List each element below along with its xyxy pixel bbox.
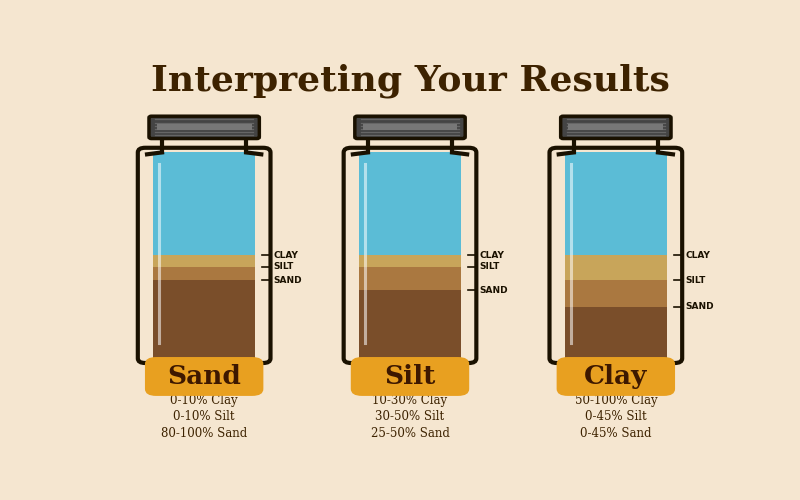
Bar xyxy=(368,135,452,152)
Bar xyxy=(153,146,255,152)
Bar xyxy=(362,124,458,130)
Bar xyxy=(153,256,255,266)
Text: SAND: SAND xyxy=(686,302,714,312)
Bar xyxy=(565,146,667,152)
Bar xyxy=(358,152,462,256)
Bar xyxy=(565,280,667,307)
Text: 0-10% Clay: 0-10% Clay xyxy=(170,394,238,407)
Text: SILT: SILT xyxy=(274,262,294,271)
Bar xyxy=(358,146,462,152)
Text: SAND: SAND xyxy=(274,276,302,284)
Text: 0-45% Sand: 0-45% Sand xyxy=(580,426,651,440)
Text: 80-100% Sand: 80-100% Sand xyxy=(161,426,247,440)
Text: CLAY: CLAY xyxy=(274,251,298,260)
FancyBboxPatch shape xyxy=(149,116,259,138)
Bar xyxy=(153,266,255,280)
FancyBboxPatch shape xyxy=(557,357,675,396)
FancyBboxPatch shape xyxy=(561,116,671,138)
Bar xyxy=(157,124,251,130)
Bar xyxy=(153,280,255,358)
Text: Silt: Silt xyxy=(384,364,436,389)
Text: 50-100% Clay: 50-100% Clay xyxy=(574,394,657,407)
Text: SILT: SILT xyxy=(686,276,706,284)
Text: 25-50% Sand: 25-50% Sand xyxy=(370,426,450,440)
Bar xyxy=(153,152,255,256)
Bar xyxy=(565,307,667,358)
FancyBboxPatch shape xyxy=(145,357,263,396)
FancyBboxPatch shape xyxy=(350,357,470,396)
Bar xyxy=(358,256,462,266)
Bar xyxy=(565,256,667,280)
Text: Clay: Clay xyxy=(584,364,647,389)
Bar xyxy=(358,266,462,290)
Text: 30-50% Silt: 30-50% Silt xyxy=(375,410,445,424)
Bar xyxy=(565,152,667,256)
Text: CLAY: CLAY xyxy=(686,251,710,260)
Bar xyxy=(358,290,462,358)
Bar xyxy=(574,135,658,152)
Bar xyxy=(162,135,246,152)
FancyBboxPatch shape xyxy=(355,116,465,138)
Bar xyxy=(569,124,663,130)
Text: 0-45% Silt: 0-45% Silt xyxy=(585,410,646,424)
Text: Interpreting Your Results: Interpreting Your Results xyxy=(150,64,670,98)
Text: 10-30% Clay: 10-30% Clay xyxy=(373,394,447,407)
Text: SILT: SILT xyxy=(479,262,500,271)
Text: 0-10% Silt: 0-10% Silt xyxy=(174,410,235,424)
Text: Sand: Sand xyxy=(167,364,241,389)
Text: SAND: SAND xyxy=(479,286,508,295)
Text: CLAY: CLAY xyxy=(479,251,504,260)
